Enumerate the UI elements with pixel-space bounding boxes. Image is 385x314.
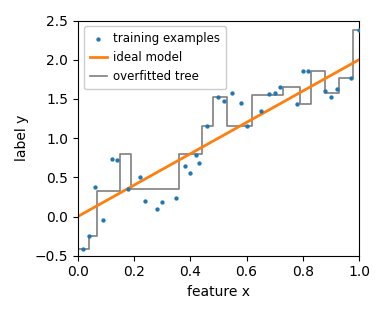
training examples	[193, 153, 199, 158]
training examples	[159, 199, 165, 204]
Legend: training examples, ideal model, overfitted tree: training examples, ideal model, overfitt…	[84, 26, 226, 89]
training examples	[271, 91, 278, 96]
training examples	[182, 163, 188, 168]
training examples	[266, 92, 272, 97]
training examples	[114, 158, 120, 163]
training examples	[238, 100, 244, 105]
training examples	[204, 124, 210, 129]
training examples	[243, 123, 249, 128]
training examples	[109, 157, 115, 162]
training examples	[300, 69, 306, 74]
overfitted tree	[129, 187, 134, 191]
training examples	[294, 102, 300, 107]
training examples	[142, 198, 148, 203]
overfitted tree	[177, 187, 181, 191]
training examples	[277, 85, 283, 90]
training examples	[126, 187, 132, 192]
overfitted tree	[298, 102, 302, 106]
overfitted tree	[95, 189, 100, 192]
overfitted tree	[250, 124, 254, 128]
training examples	[258, 108, 264, 113]
overfitted tree	[281, 85, 285, 89]
overfitted tree	[298, 85, 302, 89]
training examples	[80, 247, 87, 252]
overfitted tree	[177, 152, 181, 156]
training examples	[328, 94, 334, 99]
overfitted tree	[309, 70, 313, 73]
training examples	[173, 195, 179, 200]
X-axis label: feature x: feature x	[187, 285, 250, 299]
overfitted tree	[309, 102, 313, 106]
overfitted tree	[211, 124, 215, 128]
training examples	[154, 206, 160, 211]
overfitted tree	[75, 247, 80, 251]
overfitted tree	[224, 124, 229, 128]
training examples	[221, 99, 227, 104]
overfitted tree	[323, 91, 328, 95]
overfitted tree	[118, 152, 122, 156]
overfitted tree	[337, 91, 341, 95]
overfitted tree	[351, 28, 356, 32]
training examples	[215, 94, 221, 99]
overfitted tree	[87, 234, 91, 238]
training examples	[348, 75, 354, 80]
training examples	[92, 184, 98, 189]
training examples	[356, 27, 362, 32]
Y-axis label: label y: label y	[15, 115, 29, 161]
training examples	[333, 87, 340, 92]
overfitted tree	[337, 76, 341, 80]
training examples	[86, 234, 92, 239]
overfitted tree	[224, 95, 229, 99]
overfitted tree	[250, 93, 254, 97]
overfitted tree	[87, 247, 91, 251]
overfitted tree	[95, 234, 100, 238]
overfitted tree	[351, 76, 356, 80]
overfitted tree	[118, 189, 122, 192]
overfitted tree	[211, 95, 215, 99]
overfitted tree	[357, 28, 361, 32]
overfitted tree	[199, 124, 204, 128]
training examples	[305, 69, 311, 74]
overfitted tree	[281, 93, 285, 97]
training examples	[187, 171, 193, 176]
overfitted tree	[323, 70, 328, 73]
training examples	[322, 89, 328, 94]
overfitted tree	[129, 152, 134, 156]
training examples	[137, 175, 143, 180]
Line: overfitted tree: overfitted tree	[78, 30, 359, 249]
training examples	[229, 91, 236, 96]
training examples	[100, 218, 106, 223]
training examples	[196, 161, 202, 166]
overfitted tree	[199, 152, 204, 156]
